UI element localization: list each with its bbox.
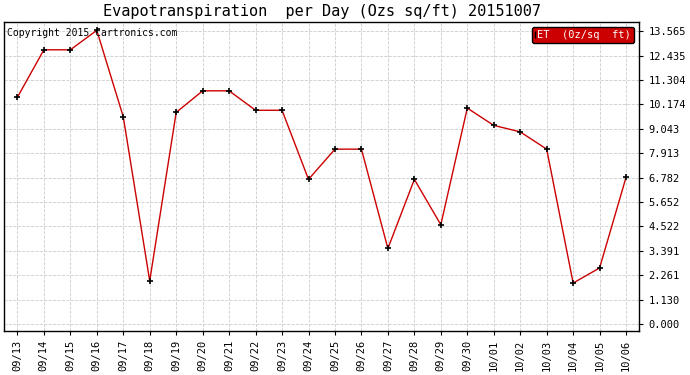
Legend: ET  (0z/sq  ft): ET (0z/sq ft)	[532, 27, 634, 43]
Title: Evapotranspiration  per Day (Ozs sq/ft) 20151007: Evapotranspiration per Day (Ozs sq/ft) 2…	[103, 4, 541, 19]
Text: Copyright 2015 Cartronics.com: Copyright 2015 Cartronics.com	[8, 28, 178, 38]
